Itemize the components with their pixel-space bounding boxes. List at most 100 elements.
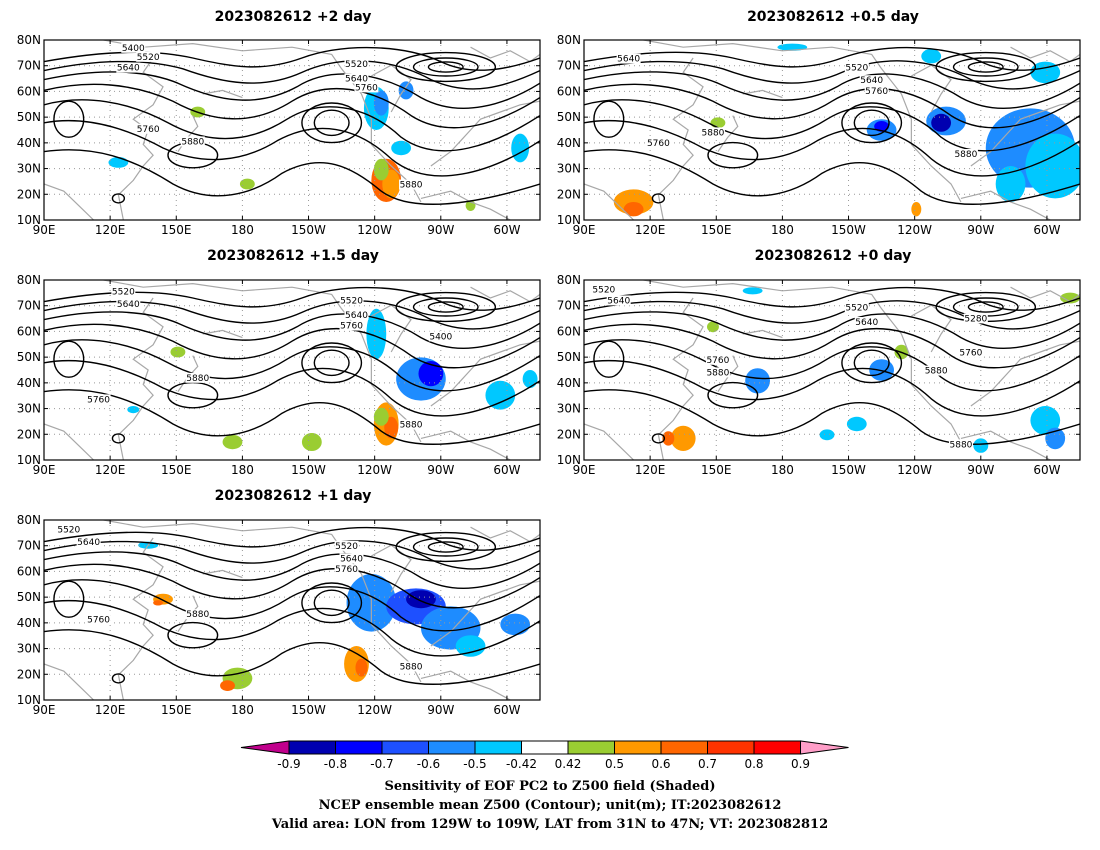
lat-tick-label: 80N bbox=[557, 273, 581, 287]
contour-label-bg bbox=[948, 439, 973, 450]
contour-label: 5640 bbox=[617, 55, 640, 65]
sensitivity-shade bbox=[995, 166, 1026, 202]
contour-label: 5640 bbox=[345, 74, 368, 84]
z500-closed-contour bbox=[412, 297, 479, 317]
z500-closed-contour bbox=[651, 433, 666, 444]
z500-closed-contour bbox=[853, 349, 890, 377]
z500-contour bbox=[584, 72, 1080, 108]
lon-tick-label: 150W bbox=[291, 223, 326, 237]
contour-label-bg bbox=[344, 59, 369, 69]
lat-tick-label: 20N bbox=[17, 427, 41, 441]
lat-tick-label: 50N bbox=[557, 350, 581, 364]
lon-tick-label: 120E bbox=[635, 223, 666, 237]
contour-label-bg bbox=[136, 51, 161, 62]
contour-label-bg bbox=[111, 286, 136, 297]
lon-tick-label: 180 bbox=[231, 223, 254, 237]
coastline bbox=[44, 184, 94, 220]
lon-tick-label: 90E bbox=[573, 463, 596, 477]
lat-tick-label: 60N bbox=[557, 84, 581, 98]
z500-closed-contour bbox=[301, 342, 363, 384]
lon-tick-label: 90W bbox=[427, 703, 454, 717]
lat-tick-label: 50N bbox=[17, 590, 41, 604]
contour-label-bg bbox=[428, 331, 453, 342]
z500-contour bbox=[44, 150, 540, 204]
z500-contour bbox=[584, 324, 1080, 367]
coastline bbox=[718, 116, 738, 152]
colorbar-swatch bbox=[521, 740, 569, 755]
contour-label-bg bbox=[121, 42, 146, 53]
contour-label: 5520 bbox=[845, 304, 868, 314]
sensitivity-shade bbox=[921, 49, 942, 64]
sensitivity-shade bbox=[301, 433, 322, 451]
colorbar-swatch bbox=[614, 740, 662, 755]
colorbar-swatch bbox=[660, 740, 708, 755]
coastline bbox=[658, 298, 703, 460]
contour-label: 5640 bbox=[117, 64, 140, 74]
contour-label-bg bbox=[924, 365, 949, 376]
lat-tick-label: 10N bbox=[17, 693, 41, 707]
lon-tick-label: 90W bbox=[967, 223, 994, 237]
colorbar-tick-label: -0.9 bbox=[277, 757, 300, 771]
z500-contour bbox=[44, 552, 540, 588]
contour-label-bg bbox=[354, 82, 379, 93]
colorbar-swatch bbox=[474, 740, 522, 755]
coastline bbox=[178, 356, 198, 392]
colorbar-tick-label: 0.9 bbox=[791, 757, 810, 771]
z500-contour bbox=[584, 121, 1080, 176]
colorbar-swatch bbox=[288, 740, 336, 755]
contour-label: 5760 bbox=[87, 616, 110, 626]
lon-tick-label: 120E bbox=[95, 223, 126, 237]
lon-tick-label: 150W bbox=[831, 223, 866, 237]
sensitivity-shade bbox=[511, 133, 530, 163]
lat-tick-label: 10N bbox=[557, 453, 581, 467]
z500-contour bbox=[584, 288, 1080, 311]
z500-closed-contour bbox=[935, 51, 1037, 83]
z500-closed-contour bbox=[593, 100, 625, 138]
sensitivity-shade bbox=[373, 90, 389, 116]
map-frame bbox=[43, 39, 541, 221]
coastline bbox=[421, 191, 510, 220]
contour-label-bg bbox=[953, 149, 978, 159]
contour-label: 5760 bbox=[647, 139, 670, 149]
panel-title-05day: 2023082612 +0.5 day bbox=[747, 9, 919, 25]
lat-tick-label: 40N bbox=[17, 136, 41, 150]
contour-label-bg bbox=[616, 53, 641, 64]
contour-label: 5760 bbox=[865, 87, 888, 97]
z500-closed-contour bbox=[967, 61, 1004, 73]
sensitivity-shade bbox=[522, 370, 538, 388]
sensitivity-shade bbox=[355, 658, 368, 677]
sensitivity-shade bbox=[127, 406, 140, 414]
map-frame bbox=[43, 519, 541, 701]
contour-label-bg bbox=[646, 138, 671, 149]
contour-label: 5880 bbox=[400, 181, 423, 191]
panel-title-0day: 2023082612 +0 day bbox=[755, 248, 912, 264]
z500-contour bbox=[584, 100, 1080, 151]
coastline bbox=[961, 191, 1050, 220]
coastline bbox=[743, 90, 783, 97]
contour-label-bg bbox=[859, 75, 884, 86]
lon-tick-label: 120W bbox=[897, 463, 932, 477]
sensitivity-shade bbox=[931, 113, 952, 132]
coastline bbox=[471, 287, 540, 301]
z500-closed-contour bbox=[395, 291, 497, 323]
sensitivity-shade bbox=[170, 346, 186, 358]
z500-contour bbox=[44, 390, 540, 444]
contour-label-bg bbox=[185, 372, 210, 383]
z500-contour bbox=[584, 48, 1080, 71]
lon-tick-label: 120E bbox=[635, 463, 666, 477]
coastline bbox=[911, 305, 951, 352]
colorbar-swatch bbox=[335, 740, 383, 755]
lon-tick-label: 120W bbox=[357, 463, 392, 477]
contour-label: 5760 bbox=[959, 349, 982, 359]
z500-contour bbox=[44, 580, 540, 631]
lat-tick-label: 30N bbox=[17, 162, 41, 176]
z500-contour bbox=[44, 121, 540, 176]
contour-label-bg bbox=[339, 320, 364, 331]
contour-label: 5640 bbox=[340, 554, 363, 564]
z500-contour bbox=[584, 312, 1080, 348]
lon-tick-label: 90E bbox=[33, 463, 56, 477]
